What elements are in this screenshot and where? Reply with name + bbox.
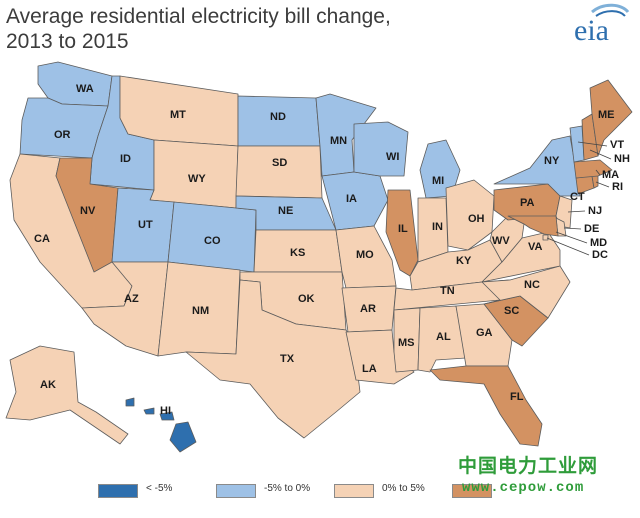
label-AL: AL (436, 331, 451, 343)
label-SD: SD (272, 157, 287, 169)
label-NY: NY (544, 155, 560, 167)
label-WI: WI (386, 151, 399, 163)
state-HI-kauai[interactable] (125, 397, 135, 407)
label-FL: FL (510, 391, 524, 403)
label-NC: NC (524, 279, 540, 291)
label-MN: MN (330, 135, 347, 147)
label-GA: GA (476, 327, 493, 339)
label-MT: MT (170, 109, 186, 121)
label-AK: AK (40, 379, 56, 391)
leader-line-NJ (567, 210, 586, 213)
leader-line-DE (563, 227, 582, 230)
label-AR: AR (360, 303, 376, 315)
eia-logo-text: eia (574, 14, 609, 47)
label-NV: NV (80, 205, 96, 217)
state-FL[interactable] (429, 365, 543, 447)
legend-label-minus5-to-0: -5% to 0% (264, 483, 311, 494)
label-TN: TN (440, 285, 455, 297)
label-ID: ID (120, 153, 131, 165)
state-TX[interactable] (185, 279, 361, 439)
legend-label-lt-minus5: < -5% (146, 483, 173, 494)
leader-lines (546, 141, 612, 256)
label-MD: MD (590, 237, 607, 249)
label-DC: DC (592, 249, 608, 261)
label-HI: HI (160, 405, 171, 417)
legend-swatch-minus5-to-0 (216, 484, 256, 498)
label-IL: IL (398, 223, 408, 235)
title-line-1: Average residential electricity bill cha… (6, 5, 391, 28)
title-line-2: 2013 to 2015 (6, 30, 129, 53)
legend: < -5% -5% to 0% 0% to 5% (0, 480, 640, 502)
label-NJ: NJ (588, 205, 602, 217)
state-HI-maui[interactable] (159, 411, 175, 421)
state-WI[interactable] (353, 121, 409, 177)
leader-line-RI (595, 181, 610, 188)
label-MI: MI (432, 175, 444, 187)
labels-layer: WA OR CA ID NV MT WY UT CO AZ NM ND SD N… (34, 83, 630, 417)
eia-logo-swoosh-icon (591, 3, 630, 14)
eia-logo-swoosh-icon-2 (595, 10, 626, 17)
state-GA[interactable] (455, 303, 513, 367)
us-states-map: WA OR CA ID NV MT WY UT CO AZ NM ND SD N… (5, 61, 633, 453)
label-ND: ND (270, 111, 286, 123)
label-NE: NE (278, 205, 293, 217)
label-NH: NH (614, 153, 630, 165)
label-VA: VA (528, 241, 543, 253)
label-OR: OR (54, 129, 71, 141)
label-AZ: AZ (124, 293, 139, 305)
label-SC: SC (504, 305, 519, 317)
label-NM: NM (192, 305, 209, 317)
states-layer (5, 61, 633, 453)
label-ME: ME (598, 109, 615, 121)
state-MN[interactable] (315, 93, 377, 177)
label-OK: OK (298, 293, 315, 305)
watermark-url: www.cepow.com (462, 480, 585, 496)
label-MA: MA (602, 169, 619, 181)
state-ME[interactable] (589, 79, 633, 157)
label-CT: CT (570, 191, 585, 203)
state-MA[interactable] (573, 159, 613, 179)
label-PA: PA (520, 197, 535, 209)
legend-label-0-to-5: 0% to 5% (382, 483, 425, 494)
state-MS[interactable] (393, 307, 421, 373)
label-WY: WY (188, 173, 206, 185)
label-WA: WA (76, 83, 94, 95)
label-MS: MS (398, 337, 415, 349)
state-HI-oahu[interactable] (143, 407, 155, 415)
state-DC[interactable] (542, 234, 549, 241)
label-CA: CA (34, 233, 50, 245)
label-KS: KS (290, 247, 305, 259)
label-KY: KY (456, 255, 472, 267)
state-CO[interactable] (167, 201, 257, 273)
state-MD[interactable] (507, 215, 559, 237)
leader-line-DC (546, 237, 590, 256)
state-AK[interactable] (5, 345, 129, 445)
label-TX: TX (280, 353, 295, 365)
state-NC[interactable] (481, 265, 571, 319)
state-HI-big-island[interactable] (169, 421, 197, 453)
map-title: Average residential electricity bill cha… (6, 4, 526, 54)
watermark-site-name: 中国电力工业网 (458, 456, 599, 477)
leader-line-VT (577, 141, 608, 147)
leader-line-MD (555, 231, 588, 244)
label-UT: UT (138, 219, 153, 231)
eia-logo: eia (574, 3, 630, 47)
label-IA: IA (346, 193, 357, 205)
label-CO: CO (204, 235, 221, 247)
label-RI: RI (612, 181, 623, 193)
label-LA: LA (362, 363, 377, 375)
label-VT: VT (610, 139, 624, 151)
leader-line-NH (589, 149, 612, 160)
legend-swatch-gt-5 (452, 484, 492, 498)
state-SD[interactable] (235, 145, 323, 199)
leader-line-MA (595, 169, 601, 176)
label-WV: WV (492, 235, 510, 247)
legend-swatch-lt-minus5 (98, 484, 138, 498)
label-DE: DE (584, 223, 599, 235)
label-IN: IN (432, 221, 443, 233)
label-OH: OH (468, 213, 485, 225)
legend-swatch-0-to-5 (334, 484, 374, 498)
label-MO: MO (356, 249, 374, 261)
